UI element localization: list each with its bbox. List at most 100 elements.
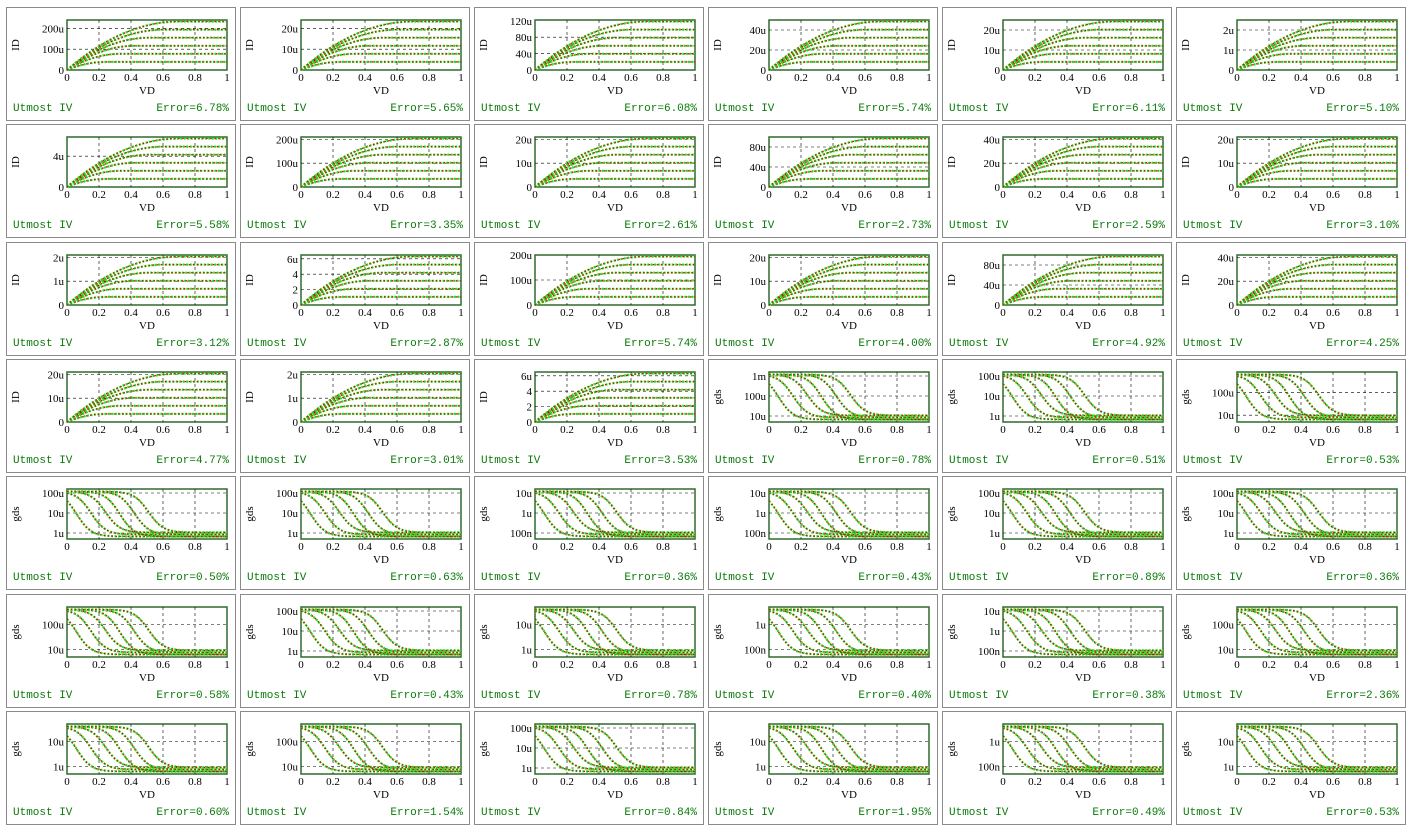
x-axis-label: VD [841,320,857,332]
y-tick-label: 0 [527,300,533,312]
x-tick-label: 0.8 [422,424,436,436]
simulated-curve [66,727,227,771]
x-tick-label: 1 [1394,307,1400,319]
x-tick-label: 0.6 [1092,541,1106,553]
chart-panel: 0 0.2 0.4 0.6 0.8 1 0 20u 40u VD ID Utmost IV Error=… [1176,242,1406,356]
y-tick-label: 0 [59,300,65,312]
x-tick-label: 0.2 [1028,541,1042,553]
x-tick-label: 0.6 [624,424,638,436]
method-label: Utmost IV [13,338,73,350]
chart-svg: 0 0.2 0.4 0.6 0.8 1 0 100u 200u VD ID [478,250,698,332]
y-axis-label: gds [946,624,958,639]
x-tick-label: 0 [64,541,70,553]
x-tick-label: 0.8 [1124,424,1138,436]
simulated-curve [300,45,461,71]
x-tick-label: 0.4 [124,541,138,553]
y-tick-label: 0 [293,182,299,194]
simulated-curve [534,727,695,771]
simulated-curve [534,492,695,536]
plot-frame [300,606,462,658]
x-tick-label: 0.8 [422,307,436,319]
panel-footer: Utmost IV Error=0.53% [1183,455,1399,469]
chart-panel: 0 0.2 0.4 0.6 0.8 1 0 10u 20u VD ID Utmost IV Error=… [1176,124,1406,238]
y-tick-label: 100u [978,488,1001,500]
chart-svg: 0 0.2 0.4 0.6 0.8 1 1u 10u 100u VD gds [244,606,464,684]
measured-curve [300,725,461,773]
chart-panel: 0 0.2 0.4 0.6 0.8 1 1u 10u 100u VD gds Utmost IV Err… [240,594,470,708]
chart-svg: 0 0.2 0.4 0.6 0.8 1 10u 100u VD gds [1180,606,1400,684]
y-tick-label: 0 [995,65,1001,77]
y-tick-label: 1u [989,411,1001,423]
simulated-curve [66,397,227,423]
measured-curve [301,608,461,654]
y-axis-label: gds [1180,506,1192,521]
y-tick-label: 10u [516,158,533,170]
x-tick-label: 0 [64,307,70,319]
x-tick-label: 0.8 [890,541,904,553]
y-tick-label: 10u [516,620,533,632]
y-tick-label: 0 [293,65,299,77]
error-label: Error=0.53% [1326,807,1399,819]
method-label: Utmost IV [247,690,307,702]
panel-footer: Utmost IV Error=0.51% [949,455,1165,469]
x-axis-label: VD [607,320,623,332]
y-tick-label: 10u [1218,645,1235,657]
x-tick-label: 0 [532,72,538,84]
measured-curve [300,608,461,656]
x-tick-label: 0 [298,307,304,319]
y-axis-label: gds [10,624,22,639]
x-tick-label: 0.2 [92,659,106,671]
chart-panel: 0 0.2 0.4 0.6 0.8 1 0 20u 40u VD ID Utmost IV Error=… [708,7,938,121]
y-axis-label: ID [10,156,22,168]
method-label: Utmost IV [1183,338,1243,350]
simulated-curve [300,162,461,188]
error-label: Error=0.49% [1092,807,1165,819]
simulated-curve [534,610,695,654]
x-axis-label: VD [139,437,155,449]
y-axis-label: ID [478,39,490,51]
x-tick-label: 0.8 [890,72,904,84]
y-tick-label: 100n [978,646,1001,658]
x-tick-label: 0.4 [1294,189,1308,201]
simulated-curve [1002,37,1163,71]
x-tick-label: 0.2 [560,659,574,671]
error-label: Error=0.60% [156,807,229,819]
y-axis-label: ID [946,156,958,168]
y-tick-label: 80u [516,32,533,44]
chart-svg: 0 0.2 0.4 0.6 0.8 1 0 40u 80u VD ID [712,136,932,214]
x-tick-label: 0.2 [326,541,340,553]
y-axis-label: gds [478,506,490,521]
y-tick-label: 100u [1212,488,1235,500]
y-tick-label: 100u [42,488,65,500]
simulated-curve [768,137,929,188]
y-tick-label: 80u [750,142,767,154]
x-tick-label: 0.2 [326,776,340,788]
x-axis-label: VD [841,85,857,97]
method-label: Utmost IV [481,807,541,819]
y-tick-label: 100n [744,528,767,540]
y-tick-label: 6u [287,254,299,266]
y-axis-label: ID [1180,156,1192,168]
chart-svg: 0 0.2 0.4 0.6 0.8 1 0 10u 20u VD ID [712,252,932,332]
panel-footer: Utmost IV Error=2.87% [247,338,463,352]
x-tick-label: 0.8 [1124,72,1138,84]
measured-curve [769,373,929,419]
measured-curve [768,725,929,773]
error-label: Error=6.11% [1092,103,1165,115]
simulated-curve [300,397,461,423]
method-label: Utmost IV [481,455,541,467]
measured-curve [1002,608,1163,656]
y-axis-label: ID [10,39,22,51]
x-tick-label: 0.2 [1262,776,1276,788]
x-tick-label: 0.4 [358,72,372,84]
panel-footer: Utmost IV Error=5.74% [715,103,931,117]
x-tick-label: 0 [532,776,538,788]
x-tick-label: 0.2 [794,541,808,553]
y-tick-label: 100n [510,528,533,540]
x-tick-label: 1 [224,541,230,553]
x-tick-label: 0.2 [1262,424,1276,436]
x-tick-label: 0.4 [592,72,606,84]
plot-frame [1002,606,1164,658]
error-label: Error=0.89% [1092,572,1165,584]
y-axis-label: ID [1180,274,1192,286]
